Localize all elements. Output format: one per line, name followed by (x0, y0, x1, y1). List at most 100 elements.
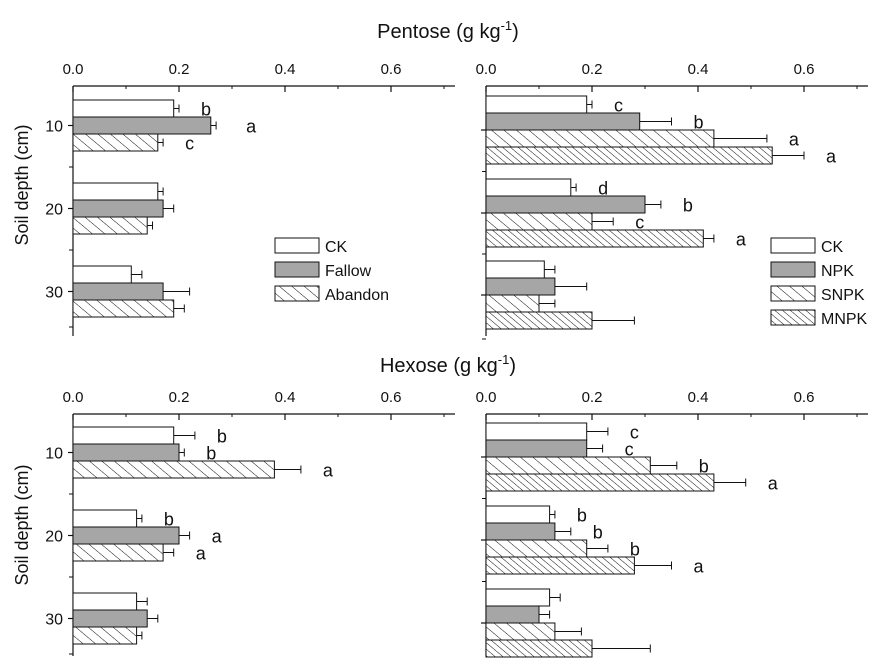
legend-swatch (274, 237, 320, 254)
section-title-hexose: Hexose (g kg-1) (380, 352, 516, 377)
bar-mnpk-30 (485, 639, 593, 658)
bar-abandon-10 (72, 133, 159, 152)
legend-swatch (770, 285, 816, 302)
significance-letter: c (630, 423, 639, 443)
legend-swatch (274, 285, 320, 302)
significance-letter: a (736, 230, 747, 250)
legend-swatch (770, 261, 816, 278)
bar-ck-20 (485, 505, 551, 524)
significance-letter: b (206, 444, 216, 464)
chart-panel-2: 0.0 0.2 0.4 0.6 c d b b a c a a CK NPK SNPK MNPK (476, 61, 868, 340)
significance-letter: a (789, 130, 800, 150)
x-tick-label: 0.0 (63, 389, 84, 406)
bar-snpk-30 (485, 622, 556, 641)
significance-letter: b (630, 540, 640, 560)
legend: CK NPK SNPK MNPK (770, 237, 868, 328)
bar-ck-20 (72, 509, 138, 528)
x-tick-label: 0.0 (476, 61, 497, 78)
bar-npk-10 (485, 439, 588, 458)
y-tick-label: 20 (45, 529, 63, 546)
x-tick-label: 0.4 (275, 61, 296, 78)
significance-letter: c (625, 440, 634, 460)
bar-abandon-20 (72, 216, 148, 235)
legend-label: SNPK (821, 287, 865, 304)
significance-letter: a (246, 117, 257, 137)
x-tick-label: 0.4 (688, 389, 709, 406)
legend-label: Fallow (325, 263, 372, 280)
bar-ck-10 (72, 426, 175, 445)
significance-letter: a (694, 557, 705, 577)
x-tick-label: 0.4 (688, 61, 709, 78)
chart-panel-1: 0.0 0.2 0.4 0.6 10 20 30 b a c CK Fallow Abandon (45, 61, 455, 336)
bar-ck-20 (485, 178, 572, 197)
significance-letter: a (768, 474, 779, 494)
y-tick-label: 20 (45, 202, 63, 219)
bar-abandon-30 (72, 626, 138, 645)
significance-letter: b (694, 113, 704, 133)
x-tick-label: 0.2 (169, 61, 190, 78)
significance-letter: b (201, 100, 211, 120)
bar-mnpk-20 (485, 556, 635, 575)
bar-fallow-30 (72, 609, 148, 628)
bar-abandon-10 (72, 460, 275, 479)
bar-mnpk-10 (485, 473, 715, 492)
x-tick-label: 0.0 (63, 61, 84, 78)
y-tick-label: 30 (45, 612, 63, 629)
bar-npk-20 (485, 195, 646, 214)
significance-letter: c (614, 96, 623, 116)
bar-fallow-30 (72, 282, 164, 301)
significance-letter: b (577, 506, 587, 526)
bar-snpk-20 (485, 539, 588, 558)
bar-fallow-10 (72, 443, 180, 462)
legend-label: CK (325, 239, 348, 256)
bar-snpk-30 (485, 294, 540, 313)
bar-fallow-20 (72, 199, 164, 218)
bar-ck-30 (485, 588, 551, 607)
bar-npk-20 (485, 522, 556, 541)
x-tick-label: 0.6 (794, 61, 815, 78)
legend-swatch (770, 309, 816, 326)
bar-ck-30 (72, 265, 132, 284)
bar-mnpk-30 (485, 311, 593, 330)
y-tick-label: 30 (45, 285, 63, 302)
bar-ck-10 (72, 99, 175, 118)
significance-letter: c (635, 213, 644, 233)
significance-letter: b (683, 196, 693, 216)
x-tick-label: 0.2 (582, 61, 603, 78)
bar-abandon-30 (72, 299, 175, 318)
bar-ck-10 (485, 95, 588, 114)
bar-npk-30 (485, 277, 556, 296)
bar-ck-10 (485, 422, 588, 441)
bar-npk-30 (485, 605, 540, 624)
bar-fallow-20 (72, 526, 180, 545)
bar-ck-30 (72, 592, 138, 611)
bar-ck-20 (72, 182, 159, 201)
significance-letter: a (196, 544, 207, 564)
legend-label: MNPK (821, 311, 868, 328)
significance-letter: b (217, 427, 227, 447)
x-tick-label: 0.6 (381, 389, 402, 406)
legend-label: Abandon (325, 287, 389, 304)
bar-fallow-10 (72, 116, 212, 135)
bar-snpk-20 (485, 212, 593, 231)
bar-snpk-10 (485, 129, 715, 148)
significance-letter: a (323, 461, 334, 481)
bar-snpk-10 (485, 456, 651, 475)
legend-swatch (274, 261, 320, 278)
significance-letter: d (598, 179, 608, 199)
y-tick-label: 10 (45, 119, 63, 136)
bar-abandon-20 (72, 543, 164, 562)
x-tick-label: 0.6 (381, 61, 402, 78)
bar-ck-30 (485, 260, 545, 279)
significance-letter: b (593, 523, 603, 543)
bar-mnpk-10 (485, 146, 773, 165)
x-tick-label: 0.4 (275, 389, 296, 406)
significance-letter: b (699, 457, 709, 477)
significance-letter: a (826, 147, 837, 167)
x-tick-label: 0.6 (794, 389, 815, 406)
x-tick-label: 0.2 (169, 389, 190, 406)
significance-letter: c (185, 134, 194, 154)
